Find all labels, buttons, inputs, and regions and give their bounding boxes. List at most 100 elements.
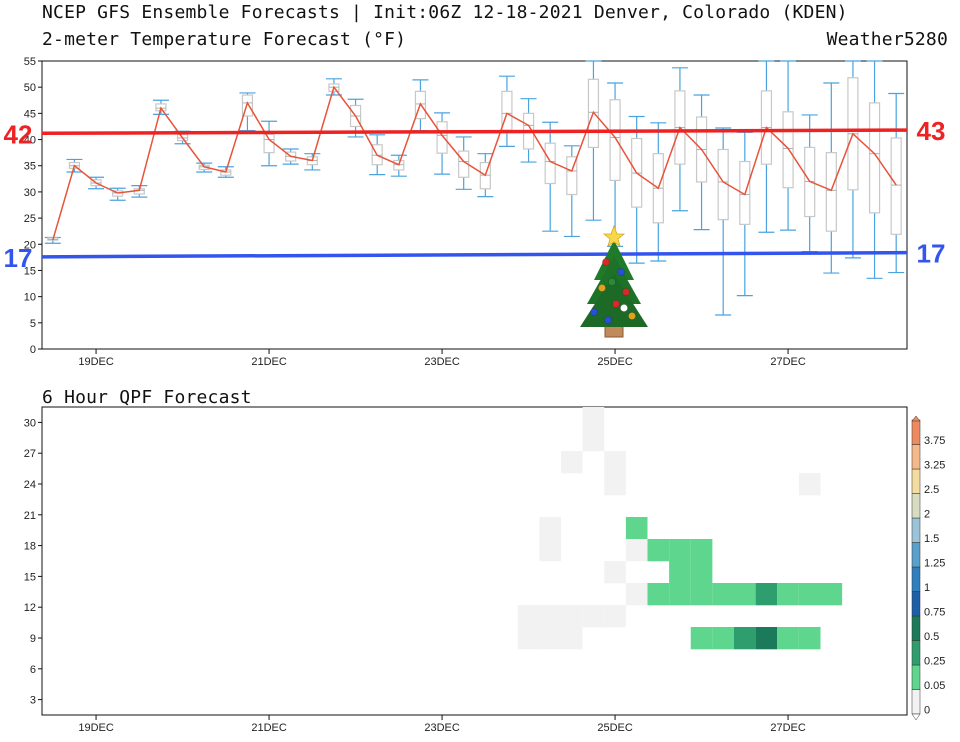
brand-label: Weather5280 [826,29,948,50]
tree-star [602,224,626,247]
qpf-cell [712,583,734,606]
qpf-cell [798,473,821,496]
y-tick-label: 55 [24,56,36,68]
box-whisker [844,60,861,259]
qpf-cell [798,627,821,650]
qpf-cell [539,539,561,562]
qpf-cell [517,605,540,628]
qpf-cell [625,539,648,562]
colorbar-segment [911,419,921,445]
qpf-y-tick-label: 18 [24,541,36,553]
qpf-cell [777,627,799,650]
colorbar-segment [911,689,921,715]
qpf-x-tick-label: 27DEC [770,722,806,734]
y-tick-label: 30 [24,187,36,199]
box-iqr [263,133,275,154]
y-tick-label: 10 [24,292,36,304]
high-label-left: 42 [4,119,33,149]
qpf-cell [669,561,691,584]
qpf-cell [690,539,713,562]
tree-ornament [622,288,630,296]
box-whisker [607,82,624,247]
box-whisker [736,131,753,297]
box-iqr [241,94,254,117]
qpf-cell [604,561,626,584]
qpf-x-tick-label: 19DEC [78,722,114,734]
qpf-cell [539,627,561,650]
colorbar-segment [911,444,921,470]
y-tick-label: 5 [30,318,36,330]
y-tick-label: 25 [24,213,36,225]
qpf-cell [604,473,626,496]
qpf-y-tick-label: 21 [24,510,36,522]
x-tick-label: 27DEC [770,356,806,368]
box-whisker [780,60,797,231]
x-tick-label: 19DEC [78,356,114,368]
high-label-right: 43 [917,116,946,146]
qpf-cell [669,583,691,606]
colorbar-segment [911,615,921,641]
box-whisker [498,75,515,147]
tree-ornament [604,316,612,324]
qpf-title: 6 Hour QPF Forecast [42,387,252,408]
qpf-cell [604,605,626,628]
qpf-plot-frame [41,406,908,716]
colorbar-segment [911,517,921,543]
qpf-cell [690,627,713,650]
colorbar-segment [911,542,921,568]
colorbar-segment [911,468,921,494]
box-iqr [868,102,881,214]
x-tick-label: 25DEC [597,356,633,368]
box-iqr [609,99,621,181]
colorbar-segment [911,664,921,690]
box-whisker [455,136,472,190]
qpf-cell [669,539,691,562]
tree-ornament [612,300,620,308]
qpf-cell [820,583,843,606]
colorbar-label: 1 [924,582,930,594]
low-label-right: 17 [917,239,946,269]
colorbar-label: 1.5 [924,533,939,545]
y-tick-label: 15 [24,265,36,277]
qpf-y-tick-label: 6 [30,664,36,676]
qpf-y-tick-label: 27 [24,448,36,460]
box-whisker [563,145,580,238]
box-whisker [390,154,407,177]
box-whisker [585,60,602,221]
colorbar-label: 2 [924,508,930,520]
low-temperature-line [41,250,908,259]
qpf-cell [582,429,605,452]
qpf-cell [690,561,713,584]
colorbar-label: 0.75 [924,606,945,618]
colorbar-label: 2.5 [924,484,939,496]
qpf-cell [734,583,756,606]
colorbar-label: 3.75 [924,435,945,447]
box-whisker [542,121,559,232]
chart-title: NCEP GFS Ensemble Forecasts | Init:06Z 1… [42,2,848,23]
box-whisker [888,92,905,274]
qpf-cell [712,627,734,650]
qpf-cell [798,583,821,606]
qpf-x-tick-label: 23DEC [424,722,460,734]
colorbar-label: 0.05 [924,680,945,692]
box-whisker [304,153,321,171]
box-whisker [823,82,840,274]
colorbar-label: 0.5 [924,631,939,643]
qpf-cell [604,451,626,474]
qpf-y-tick-label: 3 [30,695,36,707]
qpf-cell [690,583,713,606]
box-iqr [825,152,837,232]
x-tick-label: 23DEC [424,356,460,368]
qpf-cell [561,605,583,628]
low-label-left: 17 [4,243,33,273]
qpf-y-tick-label: 30 [24,417,36,429]
y-tick-label: 35 [24,161,36,173]
qpf-y-tick-label: 9 [30,633,36,645]
x-tick-label: 21DEC [251,356,287,368]
temperature-plot-frame [41,60,908,350]
qpf-cell [755,627,778,650]
box-iqr [436,121,448,154]
qpf-cell [777,583,799,606]
qpf-cell [539,605,561,628]
y-tick-label: 40 [24,135,36,147]
